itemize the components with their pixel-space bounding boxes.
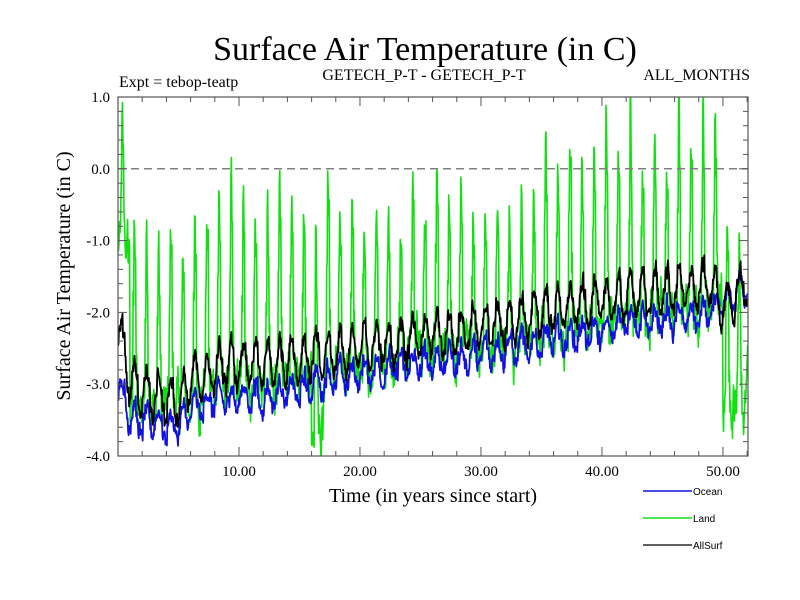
legend-label-land: Land (693, 514, 715, 525)
x-tick-label: 30.00 (464, 464, 498, 480)
ticks-layer (118, 97, 748, 456)
subtitle-right: ALL_MONTHS (643, 67, 750, 84)
y-tick-label: -1.0 (86, 234, 110, 250)
series-line-land (118, 97, 748, 456)
x-tick-labels: 10.00 20.00 30.00 40.00 50.00 (222, 464, 740, 480)
y-axis-label: Surface Air Temperature (in C) (53, 151, 75, 400)
y-tick-label: -2.0 (86, 305, 110, 321)
y-tick-labels: 1.0 0.0 -1.0 -2.0 -3.0 -4.0 (86, 90, 110, 465)
y-tick-label: 0.0 (91, 162, 110, 178)
x-tick-label: 20.00 (343, 464, 377, 480)
x-tick-label: 50.00 (706, 464, 740, 480)
subtitle-center: GETECH_P-T - GETECH_P-T (322, 67, 525, 84)
series-line-ocean (118, 268, 748, 447)
y-tick-label: -4.0 (86, 449, 110, 465)
x-axis-label: Time (in years since start) (329, 485, 537, 507)
subtitle-left: Expt = tebop-teatp (119, 74, 238, 91)
series-line-allsurf (118, 254, 748, 428)
legend: Ocean Land AllSurf (643, 487, 723, 552)
y-tick-label: -3.0 (86, 377, 110, 393)
y-tick-label: 1.0 (91, 90, 110, 106)
legend-label-allsurf: AllSurf (693, 541, 723, 552)
x-tick-label: 10.00 (222, 464, 256, 480)
legend-label-ocean: Ocean (693, 487, 722, 498)
x-tick-label: 40.00 (585, 464, 619, 480)
chart-title: Surface Air Temperature (in C) (213, 31, 637, 68)
series-layer (118, 97, 748, 456)
